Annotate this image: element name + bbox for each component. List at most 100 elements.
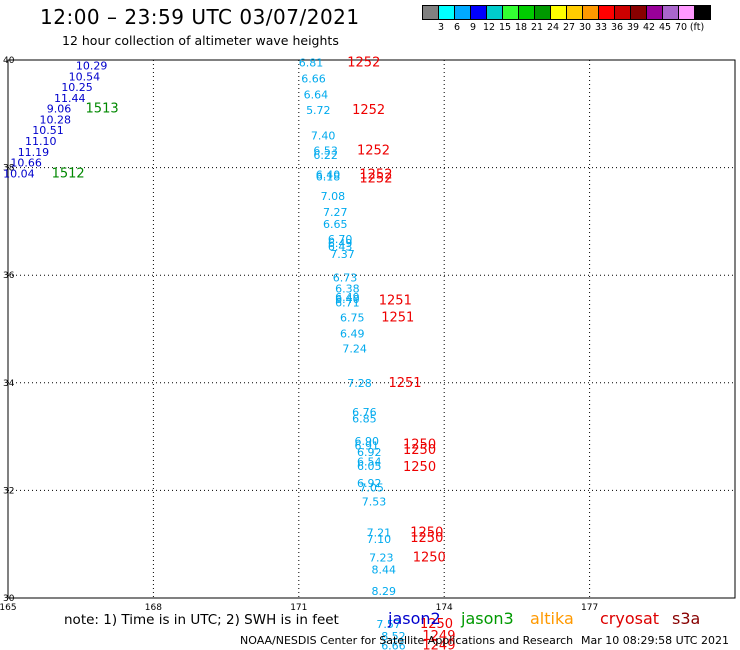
wave-height-label: 6.54 bbox=[357, 456, 382, 469]
y-tick-label: 32 bbox=[3, 486, 14, 496]
wave-height-label: 6.64 bbox=[304, 89, 329, 102]
y-tick-label: 30 bbox=[3, 594, 15, 604]
colorbar-label: 30 bbox=[578, 22, 592, 33]
x-tick-label: 168 bbox=[145, 603, 162, 613]
wave-height-label: 7.40 bbox=[311, 130, 336, 143]
wave-height-label: 10.54 bbox=[69, 70, 101, 83]
colorbar-label: 18 bbox=[514, 22, 528, 33]
wave-height-label: 9.06 bbox=[47, 103, 71, 116]
colorbar-label: 6 bbox=[453, 22, 461, 33]
colorbar-label: 39 bbox=[626, 22, 640, 33]
time-label: 1250 bbox=[413, 550, 446, 565]
wave-height-label: 6.90 bbox=[355, 435, 380, 448]
wave-height-label: 6.05 bbox=[357, 460, 382, 473]
colorbar-label: 36 bbox=[610, 22, 624, 33]
wave-height-label: 6.73 bbox=[333, 272, 358, 285]
wave-height-label: 6.81 bbox=[299, 56, 324, 69]
timestamp-text: Mar 10 08:29:58 UTC 2021 bbox=[581, 634, 729, 647]
time-label: 1250 bbox=[403, 460, 436, 475]
wave-height-label: 6.76 bbox=[352, 406, 377, 419]
wave-height-label: 6.65 bbox=[323, 218, 348, 231]
wave-height-label: 7.10 bbox=[367, 533, 392, 546]
time-label: 1250 bbox=[420, 617, 453, 632]
colorbar-label: 21 bbox=[530, 22, 544, 33]
time-label: 1251 bbox=[388, 376, 421, 391]
wave-height-label: 6.22 bbox=[313, 149, 338, 162]
x-tick-label: 177 bbox=[581, 603, 598, 613]
legend-cryosat: cryosat bbox=[600, 609, 660, 628]
wave-height-label: 10.04 bbox=[3, 167, 34, 180]
page-subtitle: 12 hour collection of altimeter wave hei… bbox=[62, 33, 339, 48]
colorbar-label: 42 bbox=[642, 22, 656, 33]
wave-height-label: 6.49 bbox=[335, 291, 360, 304]
colorbar-label: 70 bbox=[674, 22, 688, 33]
wave-height-label: 7.53 bbox=[362, 495, 387, 508]
colorbar-label: 3 bbox=[437, 22, 445, 33]
wave-height-label: 8.29 bbox=[372, 585, 397, 598]
time-label: 1251 bbox=[379, 293, 412, 308]
wave-height-label: 11.44 bbox=[54, 92, 86, 105]
y-tick-label: 34 bbox=[3, 379, 15, 389]
wave-height-label: 7.27 bbox=[323, 206, 348, 219]
wave-height-label: 6.43 bbox=[328, 240, 353, 253]
time-label: 1252 bbox=[359, 167, 392, 182]
legend-altika: altika bbox=[530, 609, 574, 628]
wave-height-label: 7.05 bbox=[359, 481, 384, 494]
wave-height-label: 6.18 bbox=[316, 171, 341, 184]
wave-height-label: 6.91 bbox=[355, 440, 380, 453]
wave-height-label: 7.08 bbox=[321, 190, 346, 203]
wave-height-label: 5.72 bbox=[306, 104, 331, 117]
x-tick-label: 165 bbox=[0, 603, 17, 613]
wave-height-label: 7.28 bbox=[347, 377, 372, 390]
wave-height-label: 6.92 bbox=[357, 477, 382, 490]
colorbar-label: 24 bbox=[546, 22, 560, 33]
colorbar-label: 9 bbox=[469, 22, 477, 33]
wave-height-label: 6.66 bbox=[301, 73, 326, 86]
credit-text: NOAA/NESDIS Center for Satellite Applica… bbox=[240, 634, 574, 647]
wave-height-label: 6.92 bbox=[357, 446, 382, 459]
time-label: 1250 bbox=[410, 531, 443, 546]
time-label: 1252 bbox=[352, 103, 385, 118]
time-label: 1251 bbox=[381, 310, 414, 325]
y-tick-label: 36 bbox=[3, 271, 15, 281]
wave-height-label: 6.38 bbox=[335, 282, 360, 295]
wave-height-label: 7.57 bbox=[376, 618, 401, 631]
wave-height-label: 10.25 bbox=[61, 81, 93, 94]
wave-height-label: 6.75 bbox=[340, 311, 365, 324]
wave-height-label: 7.37 bbox=[330, 248, 355, 261]
wave-height-label: 6.40 bbox=[335, 293, 360, 306]
colorbar-label: 33 bbox=[594, 22, 608, 33]
time-label: 1250 bbox=[403, 437, 436, 452]
colorbar-label: 27 bbox=[562, 22, 576, 33]
time-label: 1250 bbox=[403, 443, 436, 458]
wave-height-label: 10.28 bbox=[40, 113, 72, 126]
wave-height-label: 6.85 bbox=[352, 413, 377, 426]
wave-height-label: 10.51 bbox=[32, 124, 64, 137]
wave-height-label: 6.49 bbox=[340, 328, 365, 341]
wave-height-label: 11.10 bbox=[25, 135, 57, 148]
wave-height-label: 7.21 bbox=[367, 527, 392, 540]
wave-height-label: 6.40 bbox=[316, 168, 341, 181]
colorbar-labels: 3 6 9 12 15 18 21 24 27 30 33 36 39 42 45 70 (ft) bbox=[422, 22, 740, 34]
wave-height-label: 10.66 bbox=[10, 157, 42, 170]
wave-height-label: 10.29 bbox=[76, 60, 108, 73]
colorbar-label: 45 bbox=[658, 22, 672, 33]
y-tick-label: 40 bbox=[3, 56, 15, 66]
wave-height-label: 8.44 bbox=[372, 563, 397, 576]
wave-height-label: 6.71 bbox=[335, 296, 360, 309]
time-label: 1252 bbox=[359, 172, 392, 187]
colorbar bbox=[422, 5, 711, 20]
time-label: 1252 bbox=[347, 55, 380, 70]
plot-frame bbox=[7, 59, 736, 599]
footer-note: note: 1) Time is in UTC; 2) SWH is in fe… bbox=[64, 612, 339, 628]
wave-height-label: 6.66 bbox=[381, 640, 406, 650]
legend-s3a: s3a bbox=[672, 609, 701, 628]
wave-height-label: 6.53 bbox=[313, 145, 338, 158]
time-label: 1512 bbox=[52, 166, 85, 181]
wave-height-label: 8.52 bbox=[381, 630, 406, 643]
colorbar-label: 15 bbox=[498, 22, 512, 33]
page-title: 12:00 – 23:59 UTC 03/07/2021 bbox=[40, 5, 360, 29]
legend-jason2: jason2 bbox=[388, 609, 441, 628]
wave-height-label: 7.24 bbox=[342, 343, 367, 356]
time-label: 1249 bbox=[422, 629, 455, 644]
